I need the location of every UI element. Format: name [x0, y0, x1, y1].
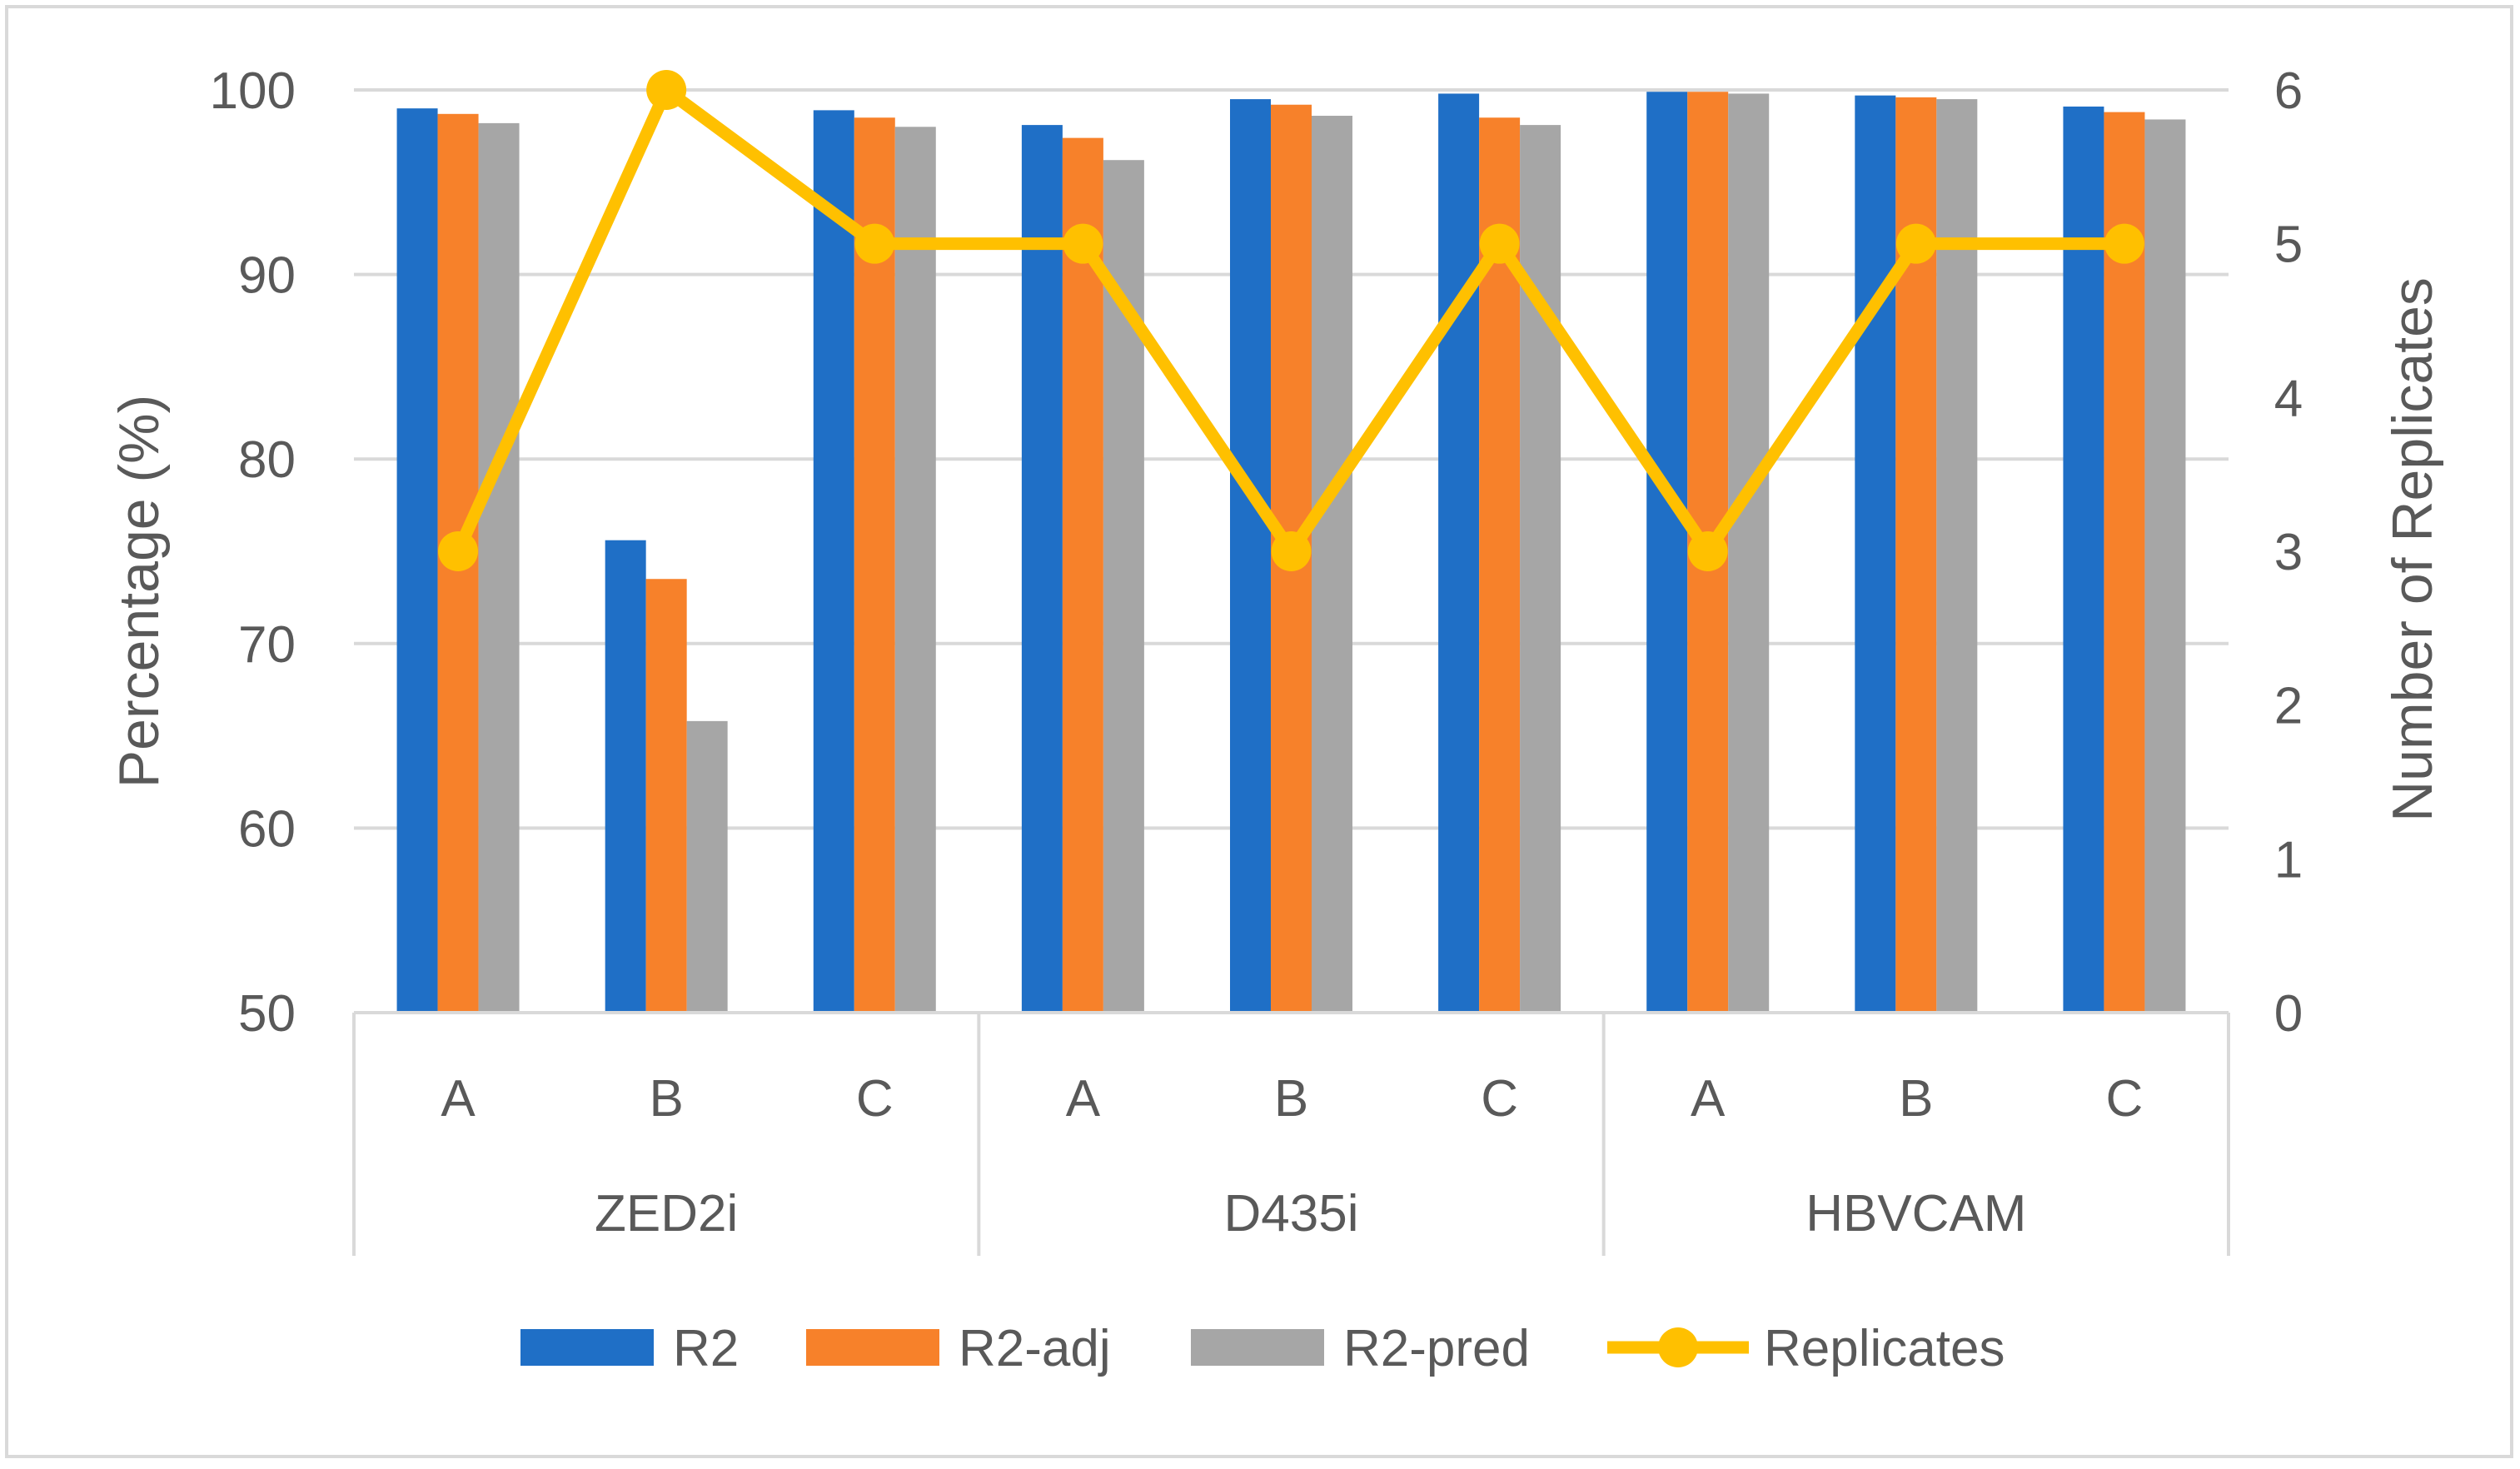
bar-r2-pred [1520, 125, 1561, 1013]
x-category-label: C [1481, 1070, 1518, 1128]
replicates-marker [1479, 223, 1520, 264]
y2-tick-label: 1 [2274, 831, 2303, 889]
x-group-label: HBVCAM [1805, 1185, 2026, 1242]
bar-r2-adj [854, 117, 895, 1013]
x-group-label: ZED2i [595, 1185, 738, 1242]
legend-swatch [520, 1329, 654, 1366]
bar-r2-pred [1936, 99, 1978, 1013]
replicates-line-layer [438, 70, 2144, 571]
bar-r2 [1855, 95, 1896, 1013]
y-tick-label: 60 [238, 800, 296, 858]
replicates-marker [646, 70, 687, 110]
x-category-label: B [1274, 1070, 1308, 1128]
x-category-label: A [1066, 1070, 1101, 1128]
x-category-label: A [441, 1070, 476, 1128]
y-tick-label: 50 [238, 985, 296, 1043]
replicates-marker [1687, 531, 1728, 571]
bar-r2-pred [478, 122, 520, 1013]
replicates-marker [854, 223, 895, 264]
y-axis-title: Percentage (%) [107, 395, 171, 788]
bar-r2 [605, 540, 646, 1013]
bar-r2-pred [1312, 116, 1352, 1013]
y-tick-label: 80 [238, 431, 296, 489]
bar-r2 [1021, 125, 1063, 1013]
replicates-marker [1063, 223, 1103, 264]
bar-r2-pred [2144, 119, 2186, 1013]
x-category-label: B [649, 1070, 683, 1128]
y-tick-label: 90 [238, 247, 296, 305]
bar-r2-pred [686, 720, 728, 1013]
y2-tick-label: 4 [2274, 370, 2303, 427]
x-category-label: C [2106, 1070, 2144, 1128]
legend-marker [1658, 1327, 1698, 1367]
bar-r2 [2063, 106, 2104, 1013]
legend-swatch [1191, 1329, 1324, 1366]
replicates-marker [2104, 223, 2144, 264]
bar-r2-adj [645, 579, 687, 1013]
legend-label: Replicates [1764, 1320, 2005, 1377]
bar-r2 [1438, 93, 1480, 1013]
y2-tick-label: 0 [2274, 985, 2303, 1043]
bar-r2-pred [894, 127, 936, 1013]
replicates-marker [1271, 531, 1312, 571]
legend-label: R2 [673, 1320, 739, 1377]
y2-axis-title: Number of Replicates [2381, 277, 2444, 822]
y2-tick-label: 5 [2274, 217, 2303, 274]
y-tick-label: 100 [210, 62, 296, 120]
legend: R2 R2-adj R2-pred Replicates [520, 1320, 2005, 1377]
x-category-label: B [1899, 1070, 1933, 1128]
bar-r2 [1230, 99, 1271, 1013]
y-tick-label: 70 [238, 616, 296, 674]
legend-swatch [806, 1329, 939, 1366]
replicates-marker [1895, 223, 1936, 264]
bar-r2 [1646, 92, 1688, 1013]
replicates-marker [438, 531, 479, 571]
bar-r2 [396, 108, 438, 1013]
x-group-label: D435i [1224, 1185, 1359, 1242]
bar-r2 [813, 110, 854, 1013]
y2-tick-label: 6 [2274, 62, 2303, 120]
y2-tick-label: 2 [2274, 678, 2303, 735]
x-category-label: A [1691, 1070, 1726, 1128]
bar-r2-adj [1062, 137, 1103, 1013]
x-category-label: C [856, 1070, 894, 1128]
axes: 50 60 70 80 90 100 0 1 2 3 4 5 6 A B C A B C A B C ZED2i D435i H… [210, 62, 2303, 1256]
legend-label: R2-pred [1343, 1320, 1530, 1377]
y2-tick-label: 3 [2274, 524, 2303, 581]
bar-r2-pred [1728, 93, 1770, 1013]
legend-label: R2-adj [959, 1320, 1111, 1377]
